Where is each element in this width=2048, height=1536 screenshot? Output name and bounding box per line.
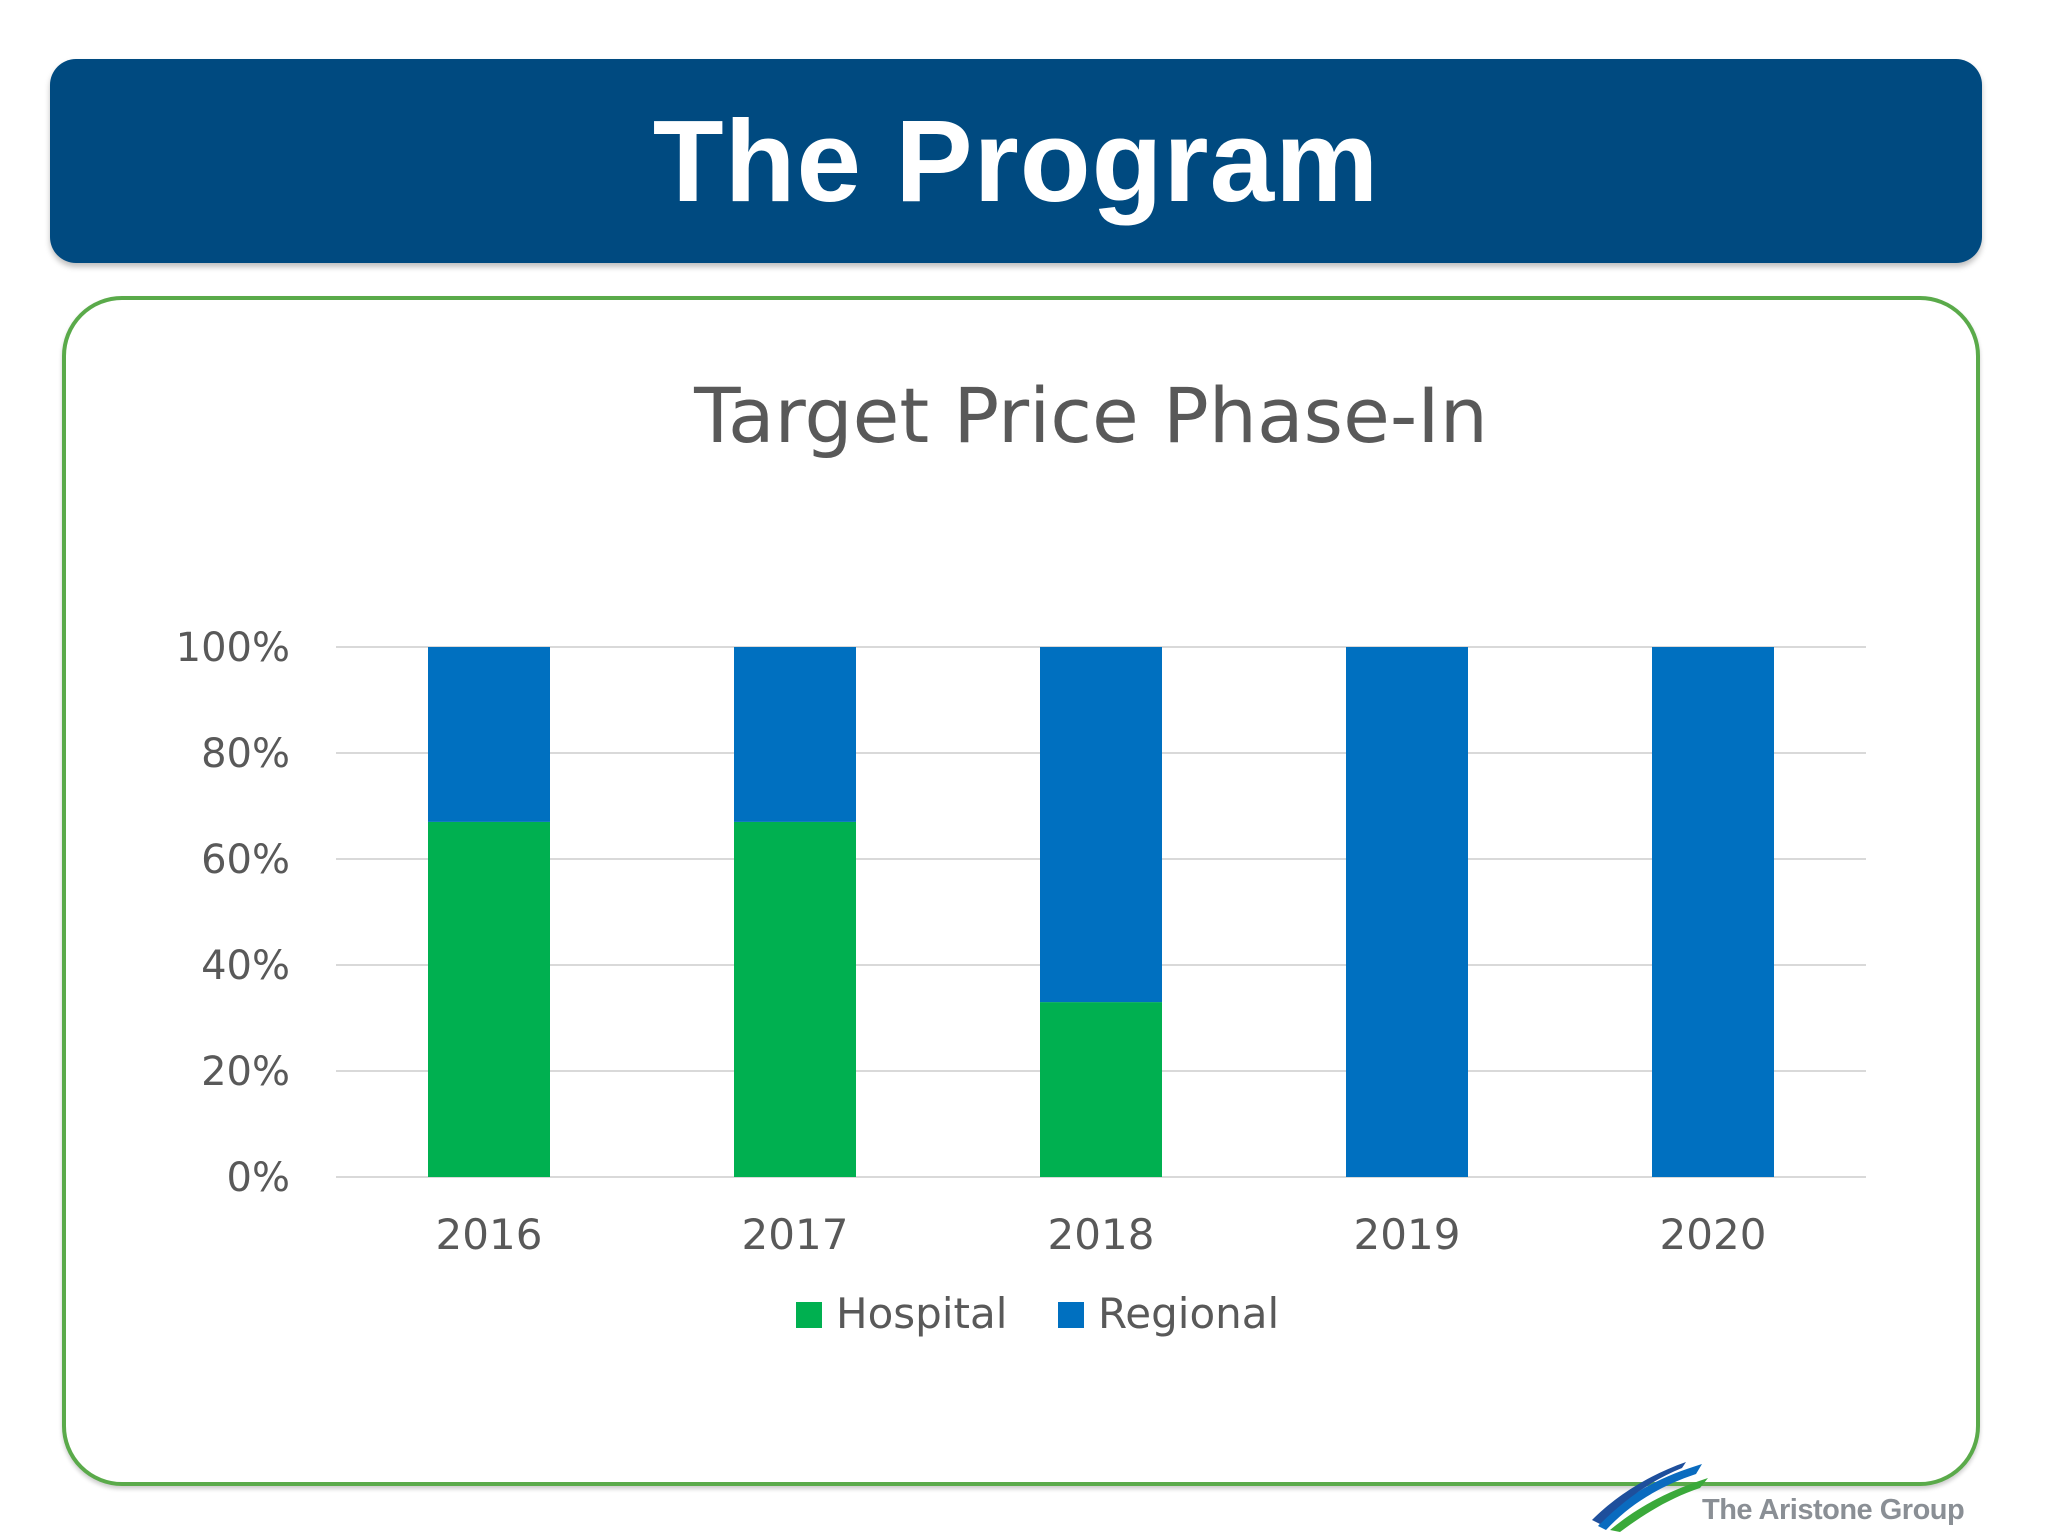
bar-hospital-2016	[428, 821, 550, 1177]
bar-hospital-2018	[1040, 1002, 1162, 1177]
title-banner: The Program	[50, 59, 1982, 263]
logo-stroke-green	[1610, 1478, 1708, 1532]
logo-stroke-navy	[1592, 1462, 1686, 1524]
x-tick-label: 2018	[1048, 1210, 1155, 1259]
chart-frame: Target Price Phase-In 0% 20% 40% 60% 80% 100% 2…	[62, 296, 1980, 1486]
legend-swatch-regional	[1058, 1302, 1084, 1328]
y-tick-label: 40%	[201, 943, 290, 989]
x-tick-label: 2019	[1354, 1210, 1461, 1259]
y-tick-label: 60%	[201, 837, 290, 883]
bar-hospital-2017	[734, 821, 856, 1177]
legend-swatch-hospital	[796, 1302, 822, 1328]
logo-stroke-blue	[1598, 1464, 1702, 1530]
y-tick-label: 0%	[227, 1155, 290, 1201]
legend-label-regional: Regional	[1098, 1289, 1279, 1338]
aristone-logo-icon	[1592, 1462, 1708, 1532]
page-title: The Program	[652, 96, 1380, 226]
y-tick-label: 20%	[201, 1049, 290, 1095]
brand: The Aristone Group	[1590, 1460, 2010, 1532]
bar-regional-2017	[734, 647, 856, 822]
brand-name: The Aristone Group	[1702, 1494, 1965, 1526]
bar-regional-2018	[1040, 647, 1162, 1003]
x-tick-label: 2020	[1660, 1210, 1767, 1259]
legend-label-hospital: Hospital	[836, 1289, 1007, 1338]
bar-regional-2019	[1346, 647, 1468, 1177]
x-tick-label: 2016	[436, 1210, 543, 1259]
y-tick-label: 80%	[201, 731, 290, 777]
x-tick-label: 2017	[742, 1210, 849, 1259]
chart: Target Price Phase-In 0% 20% 40% 60% 80% 100% 2…	[176, 371, 1866, 1338]
bar-regional-2020	[1652, 647, 1774, 1177]
chart-title: Target Price Phase-In	[693, 371, 1488, 460]
bar-regional-2016	[428, 647, 550, 822]
y-tick-label: 100%	[176, 625, 290, 671]
